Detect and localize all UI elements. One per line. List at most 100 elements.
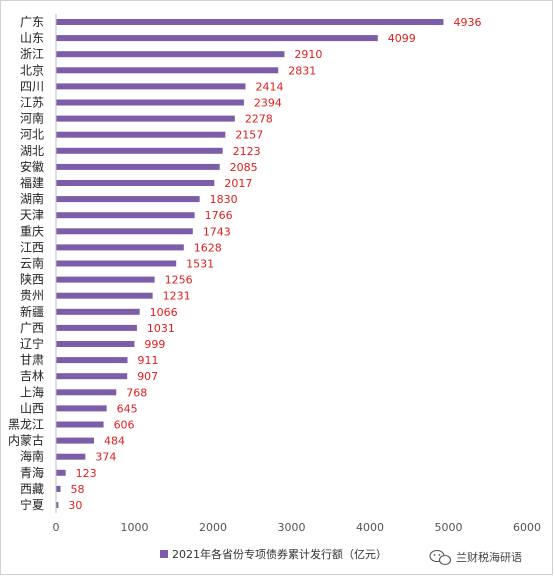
- value-label: 30: [68, 499, 82, 512]
- category-label: 山西: [20, 401, 44, 415]
- value-label: 999: [144, 338, 165, 351]
- bar: [56, 485, 61, 492]
- value-label: 2394: [254, 97, 282, 110]
- bar: [56, 260, 177, 267]
- bar: [56, 180, 215, 186]
- category-label: 内蒙古: [8, 433, 44, 448]
- bars-group: [56, 19, 444, 508]
- category-label: 陕西: [20, 272, 44, 287]
- category-label: 河南: [20, 111, 44, 126]
- category-label: 黑龙江: [8, 418, 44, 432]
- bar: [56, 437, 94, 444]
- legend-label: 2021年各省份专项债券累计发行额（亿元）: [172, 547, 387, 561]
- category-label: 天津: [20, 208, 44, 222]
- category-label: 西藏: [20, 482, 44, 496]
- value-label: 1031: [147, 322, 175, 335]
- bar: [56, 357, 128, 364]
- value-label: 911: [138, 354, 159, 367]
- category-label: 湖北: [20, 143, 44, 158]
- bar: [56, 163, 220, 170]
- bar: [56, 83, 246, 90]
- value-label: 2123: [233, 145, 261, 158]
- value-label: 1743: [203, 225, 231, 238]
- value-label: 1766: [205, 209, 233, 222]
- category-label: 湖南: [20, 191, 44, 206]
- value-label: 2017: [224, 177, 252, 190]
- bar: [56, 115, 235, 122]
- value-label: 1066: [150, 306, 178, 319]
- bar: [56, 453, 86, 460]
- bar: [56, 373, 128, 380]
- category-label: 四川: [20, 79, 44, 93]
- value-label: 907: [137, 370, 158, 383]
- x-tick-label: 4000: [356, 521, 384, 534]
- category-label: 河北: [20, 128, 44, 142]
- bar: [56, 389, 117, 396]
- watermark-text: 兰财税海研语: [456, 550, 522, 564]
- category-label: 甘肃: [20, 353, 44, 367]
- bar: [56, 67, 279, 74]
- bar: [56, 212, 195, 219]
- bar: [56, 292, 153, 299]
- category-label: 宁夏: [20, 497, 44, 512]
- category-label: 上海: [20, 384, 44, 399]
- bar: [56, 421, 104, 428]
- bar: [56, 341, 135, 347]
- value-label: 1628: [194, 241, 222, 254]
- category-label: 青海: [20, 465, 44, 480]
- bar: [56, 324, 137, 331]
- value-label: 1531: [186, 258, 214, 271]
- category-label: 吉林: [20, 369, 44, 383]
- bar: [56, 35, 378, 42]
- bar: [56, 51, 285, 58]
- category-label: 新疆: [20, 304, 44, 319]
- legend-swatch: [160, 550, 168, 558]
- category-label: 江苏: [20, 96, 44, 110]
- category-label: 辽宁: [20, 336, 44, 351]
- value-label: 1256: [165, 274, 193, 287]
- x-tick-label: 5000: [435, 521, 463, 534]
- bar: [56, 502, 59, 508]
- x-tick-label: 1000: [121, 521, 149, 534]
- legend: 2021年各省份专项债券累计发行额（亿元）: [160, 547, 387, 561]
- category-label: 海南: [20, 449, 44, 464]
- category-label: 山东: [20, 31, 44, 45]
- value-label: 2085: [230, 161, 258, 174]
- category-label: 云南: [20, 256, 44, 271]
- value-label: 123: [76, 467, 97, 480]
- value-label: 2278: [245, 113, 273, 126]
- value-labels: 4936 4099 2910 2831 2414 2394 2278 2157 2123 2085…: [68, 16, 481, 512]
- value-label: 4099: [388, 32, 416, 45]
- category-label: 安徽: [20, 159, 44, 174]
- category-label: 浙江: [20, 47, 44, 61]
- bar: [56, 308, 140, 315]
- category-label: 北京: [20, 63, 44, 77]
- bar: [56, 147, 223, 154]
- bar: [56, 469, 66, 476]
- bar: [56, 405, 107, 412]
- x-tick-label: 2000: [199, 521, 227, 534]
- bar: [56, 244, 184, 251]
- value-label: 2910: [294, 48, 322, 61]
- value-label: 645: [117, 402, 138, 415]
- category-label: 福建: [20, 175, 44, 190]
- value-label: 4936: [453, 16, 481, 29]
- category-label: 广东: [20, 15, 44, 29]
- bar: [56, 19, 444, 25]
- x-tick-label: 0: [53, 521, 60, 534]
- value-label: 58: [71, 483, 85, 496]
- wechat-icon: [429, 549, 452, 566]
- value-label: 2414: [255, 80, 283, 93]
- bar: [56, 276, 155, 283]
- bar: [56, 99, 244, 106]
- watermark: 兰财税海研语: [429, 549, 522, 566]
- bar: [56, 228, 193, 235]
- category-label: 重庆: [20, 224, 44, 238]
- category-label: 广西: [20, 321, 44, 335]
- x-tick-labels: 0 1000 2000 3000 4000 5000 6000: [53, 521, 542, 534]
- value-label: 2157: [235, 129, 263, 142]
- bar: [56, 131, 226, 138]
- value-label: 606: [114, 419, 135, 432]
